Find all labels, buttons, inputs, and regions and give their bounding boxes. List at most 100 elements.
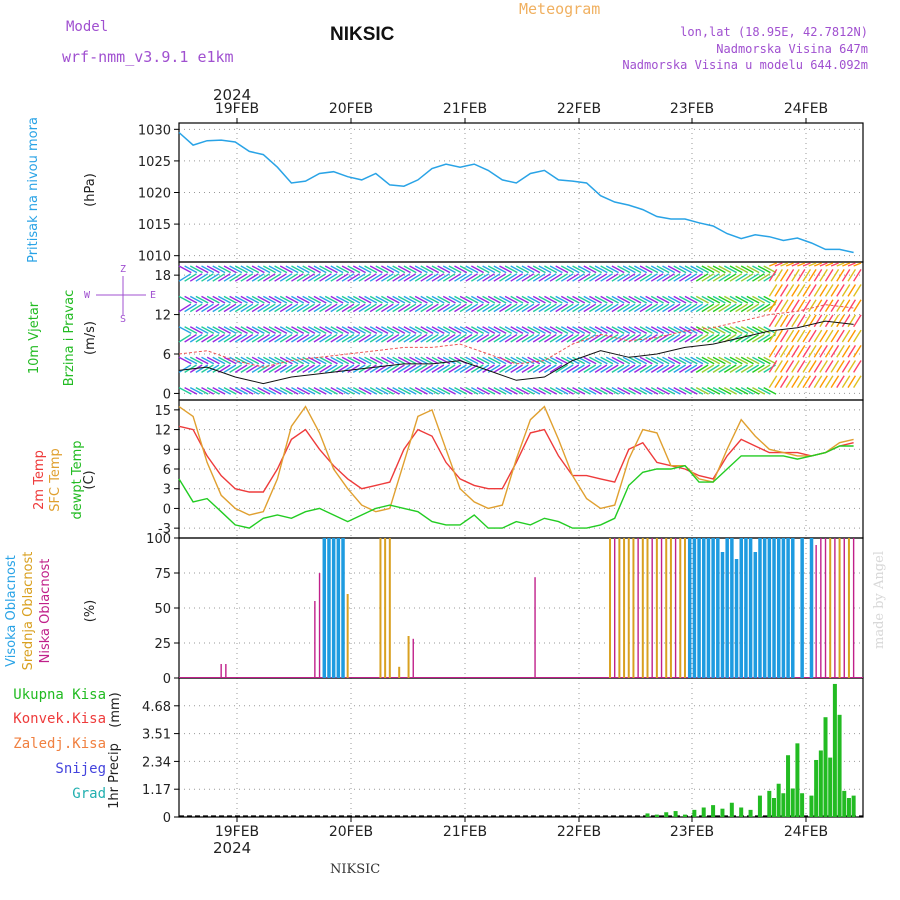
- wind-barb: [381, 333, 394, 343]
- wind-barb: [471, 386, 485, 395]
- wind-barb: [499, 303, 512, 313]
- wind-barb: [364, 356, 378, 365]
- wind-barb: [560, 364, 574, 373]
- wind-barb: [667, 295, 681, 304]
- wind-barb: [296, 303, 310, 313]
- wind-barb: [341, 265, 355, 274]
- wind-barb: [701, 265, 715, 274]
- wind-barb: [257, 295, 271, 304]
- wind-barb: [431, 273, 445, 282]
- y-tick-label: -3: [158, 522, 171, 537]
- wind-barb: [605, 356, 619, 365]
- wind-barb: [178, 356, 192, 365]
- wind-barb: [291, 386, 305, 395]
- wind-barb: [538, 273, 552, 282]
- bottom-day-label: 23FEB: [670, 824, 714, 840]
- wind-barb: [184, 295, 198, 304]
- wind-barb: [347, 386, 361, 395]
- wind-barb: [504, 273, 518, 282]
- wind-barb: [499, 273, 512, 282]
- wind-barb: [471, 295, 485, 304]
- wind-barb: [263, 295, 277, 304]
- top-day-label: 20FEB: [329, 101, 373, 117]
- wind-barb: [768, 268, 778, 282]
- wind-barb: [397, 386, 411, 395]
- wind-barb: [414, 273, 428, 282]
- wind-barb: [544, 356, 558, 365]
- wind-barb: [263, 326, 277, 334]
- wind-barb: [768, 299, 778, 312]
- wind-barb: [493, 326, 507, 334]
- wind-barb: [375, 333, 389, 343]
- wind-barb: [341, 333, 355, 343]
- wind-barb: [600, 265, 614, 274]
- wind-barb: [319, 364, 332, 373]
- wind-barb: [454, 295, 468, 304]
- wind-barb: [437, 386, 451, 395]
- wind-barb: [307, 265, 321, 274]
- wind-barb: [482, 295, 496, 304]
- wind-barb: [779, 360, 789, 373]
- wind-barb: [336, 326, 350, 334]
- wind-barb: [442, 273, 456, 282]
- wind-barb: [375, 326, 389, 334]
- wind-barb: [251, 356, 265, 365]
- wind-barb: [650, 326, 664, 334]
- wind-barb: [206, 273, 220, 282]
- wind-barb: [813, 299, 823, 312]
- wind-barb: [324, 356, 338, 365]
- y-tick-label: 3: [163, 483, 171, 498]
- wind-barb: [572, 386, 586, 395]
- wind-barb: [240, 356, 254, 365]
- wind-barb: [808, 268, 817, 282]
- wind-barb: [347, 273, 360, 282]
- wind-barb: [465, 326, 479, 334]
- wind-barb: [397, 356, 411, 365]
- wind-barb: [263, 386, 277, 395]
- wind-barb: [279, 333, 293, 343]
- high-cloud-bar: [730, 538, 734, 678]
- wind-barb: [779, 375, 789, 388]
- wind-barb: [560, 333, 574, 343]
- wind-barb: [420, 386, 434, 395]
- wind-barb: [234, 326, 248, 334]
- wind-barb: [268, 303, 282, 313]
- wind-barb: [212, 303, 225, 313]
- top-day-label: 21FEB: [443, 101, 487, 117]
- wind-barb: [285, 326, 299, 334]
- wind-barb: [690, 265, 704, 274]
- wind-barb: [583, 303, 597, 313]
- wind-barb: [381, 364, 394, 373]
- high-cloud-bar: [706, 538, 711, 678]
- wind-barb: [240, 386, 254, 395]
- wind-barb: [723, 356, 738, 365]
- wind-barb: [268, 273, 282, 282]
- high-cloud-bar: [791, 538, 795, 678]
- wind-barb: [336, 356, 350, 365]
- wind-barb: [279, 295, 293, 304]
- wind-barb: [617, 303, 630, 313]
- wind-barb: [667, 265, 681, 274]
- wind-barb: [375, 273, 389, 282]
- wind-barb: [352, 303, 366, 313]
- wind-barb: [605, 326, 619, 334]
- wind-barb: [178, 386, 192, 395]
- wind-barb: [622, 295, 636, 304]
- wind-barb: [201, 364, 214, 373]
- wind-barb: [262, 333, 276, 343]
- wind-barb: [774, 344, 783, 358]
- wind-barb: [504, 356, 518, 365]
- wind-barb: [589, 356, 603, 365]
- wind-barb: [392, 364, 405, 373]
- wind-barb: [347, 265, 361, 274]
- wind-barb: [251, 295, 265, 304]
- wind-barb: [611, 303, 625, 313]
- wind-barb: [600, 333, 613, 343]
- wind-barb: [589, 295, 603, 304]
- wind-barb: [454, 303, 467, 313]
- wind-barb: [583, 364, 597, 373]
- wind-barb: [206, 326, 220, 334]
- wind-barb: [555, 265, 569, 274]
- wind-barb: [352, 356, 366, 365]
- wind-barb: [470, 303, 484, 313]
